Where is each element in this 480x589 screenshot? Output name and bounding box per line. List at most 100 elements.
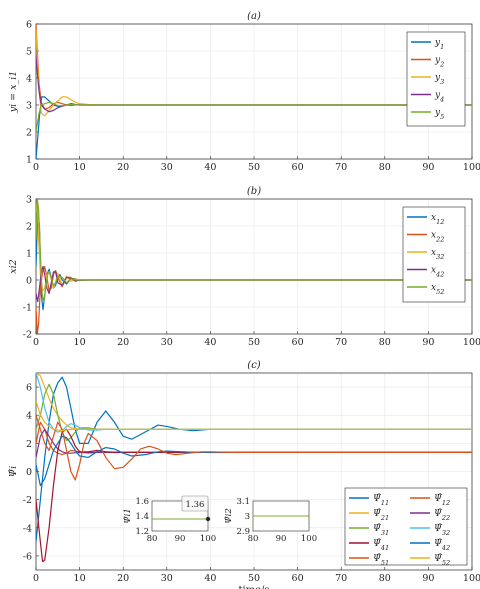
datatip-marker xyxy=(205,516,211,522)
inset-y-tick-label: 1.4 xyxy=(135,512,149,522)
x-tick-label: 60 xyxy=(292,162,304,173)
y-tick-label: -4 xyxy=(23,523,32,534)
x-tick-label: 20 xyxy=(117,162,129,173)
legend-label: Ψ̂31 xyxy=(373,523,389,537)
y-axis-label: yi = x_i1 xyxy=(8,71,19,114)
x-tick-label: 10 xyxy=(74,573,86,584)
x-tick-label: 30 xyxy=(161,573,173,584)
legend-label: Ψ̂32 xyxy=(434,523,450,537)
x-tick-label: 40 xyxy=(204,337,216,348)
legend-label: y2 xyxy=(434,56,444,69)
legend-box xyxy=(406,31,466,127)
x-tick-label: 90 xyxy=(422,337,434,348)
legend-label: x42 xyxy=(431,266,444,279)
x-tick-label: 30 xyxy=(161,162,173,173)
x-tick-label: 100 xyxy=(463,162,480,173)
inset-y-tick-label: 2.9 xyxy=(236,527,250,537)
inset-x-tick-label: 90 xyxy=(175,534,186,544)
inset-x-tick-label: 100 xyxy=(301,534,317,544)
legend-label: x12 xyxy=(431,213,444,226)
series-line xyxy=(36,415,472,481)
inset-y-axis-label: Ψ̂i1 xyxy=(122,508,133,524)
y-tick-label: 4 xyxy=(26,74,32,85)
legend-label: Ψ̂41 xyxy=(373,538,389,552)
inset-y-tick-label: 3.1 xyxy=(236,497,250,507)
x-tick-label: 70 xyxy=(335,573,347,584)
x-tick-label: 100 xyxy=(463,337,480,348)
x-tick-label: 10 xyxy=(74,162,86,173)
series-line xyxy=(36,400,472,432)
x-tick-label: 90 xyxy=(422,162,434,173)
x-tick-label: 60 xyxy=(292,573,304,584)
legend-box xyxy=(402,206,466,303)
inset-y-tick-label: 3 xyxy=(245,512,250,522)
y-tick-label: 3 xyxy=(26,101,32,112)
x-tick-label: 70 xyxy=(335,337,347,348)
legend-label: Ψ̂11 xyxy=(373,493,389,507)
inset-y-tick-label: 1.2 xyxy=(135,527,149,537)
inset-x-tick-label: 80 xyxy=(147,534,158,544)
inset-y-tick-label: 1.6 xyxy=(135,497,149,507)
y-axis-label: Ψ̂i xyxy=(8,466,19,477)
x-tick-label: 80 xyxy=(379,573,391,584)
x-tick-label: 80 xyxy=(379,337,391,348)
legend-label: Ψ̂51 xyxy=(373,553,389,567)
series-line xyxy=(36,199,472,303)
y-axis-label: xi2 xyxy=(8,259,19,273)
y-tick-label: 0 xyxy=(26,276,32,287)
legend-label: x52 xyxy=(431,283,444,296)
legend-label: Ψ̂21 xyxy=(373,508,389,522)
x-tick-label: 90 xyxy=(422,573,434,584)
x-tick-label: 0 xyxy=(33,337,39,348)
x-tick-label: 60 xyxy=(292,337,304,348)
legend-label: Ψ̂22 xyxy=(434,508,450,522)
legend-label: y1 xyxy=(434,38,444,51)
y-tick-label: -1 xyxy=(23,303,32,314)
y-tick-label: -6 xyxy=(23,551,32,562)
x-axis-label: time/s xyxy=(238,585,269,589)
legend-label: y3 xyxy=(434,73,444,86)
panel-title: (c) xyxy=(247,360,261,371)
series-line xyxy=(36,428,472,563)
y-tick-label: 4 xyxy=(26,411,32,422)
x-tick-label: 50 xyxy=(248,337,260,348)
legend-label: Ψ̂52 xyxy=(434,553,450,567)
inset-y-axis-label: Ψ̂i2 xyxy=(223,508,234,524)
y-tick-label: 1 xyxy=(26,155,32,166)
y-tick-label: 3 xyxy=(26,195,32,206)
x-tick-label: 10 xyxy=(74,337,86,348)
y-tick-label: 6 xyxy=(26,20,32,31)
y-tick-label: -2 xyxy=(23,495,32,506)
inset-x-tick-label: 80 xyxy=(248,534,259,544)
x-tick-label: 30 xyxy=(161,337,173,348)
legend-label: y4 xyxy=(434,91,444,104)
panel-title: (b) xyxy=(247,186,261,197)
legend-label: x32 xyxy=(431,248,444,261)
y-tick-label: 2 xyxy=(26,128,32,139)
legend-box xyxy=(344,487,468,566)
y-tick-label: 6 xyxy=(26,383,32,394)
x-tick-label: 50 xyxy=(248,162,260,173)
legend-label: x22 xyxy=(431,231,444,244)
panel-title: (a) xyxy=(247,11,261,22)
datatip-label: 1.36 xyxy=(186,500,205,510)
datatip-box xyxy=(181,495,209,512)
inset-x-tick-label: 100 xyxy=(200,534,216,544)
legend-label: Ψ̂12 xyxy=(434,493,450,507)
series-line xyxy=(36,101,472,133)
x-tick-label: 70 xyxy=(335,162,347,173)
x-tick-label: 40 xyxy=(204,573,216,584)
legend-label: Ψ̂42 xyxy=(434,538,450,552)
y-tick-label: -2 xyxy=(23,330,32,341)
x-tick-label: 40 xyxy=(204,162,216,173)
inset-x-tick-label: 90 xyxy=(276,534,287,544)
x-tick-label: 50 xyxy=(248,573,260,584)
x-tick-label: 0 xyxy=(33,573,39,584)
legend-label: y5 xyxy=(434,108,444,121)
y-tick-label: 2 xyxy=(26,222,32,233)
y-tick-label: 2 xyxy=(26,439,32,450)
x-tick-label: 80 xyxy=(379,162,391,173)
x-tick-label: 100 xyxy=(463,573,480,584)
x-tick-label: 20 xyxy=(117,337,129,348)
